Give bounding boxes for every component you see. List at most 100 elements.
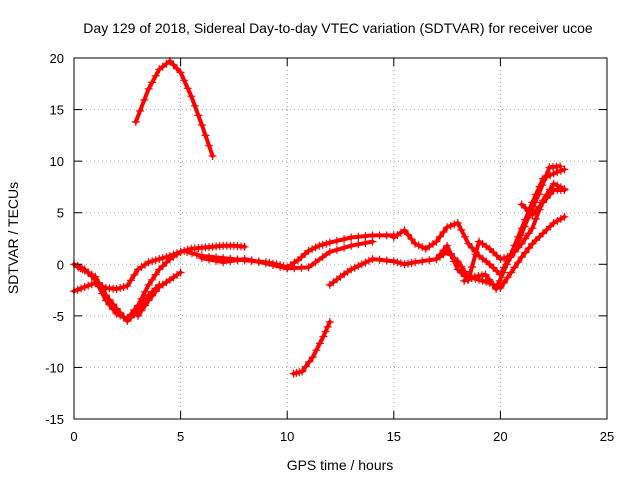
data-point-interp — [158, 262, 167, 270]
data-point-interp — [460, 232, 469, 241]
data-point — [513, 239, 522, 248]
data-point — [347, 265, 356, 274]
data-point-interp — [541, 172, 550, 181]
data-point-interp — [148, 291, 157, 300]
data-point-interp — [98, 285, 107, 293]
x-tick-label: 25 — [600, 429, 614, 444]
data-point-interp — [542, 194, 551, 203]
data-point-interp — [130, 270, 139, 279]
data-point-interp — [520, 222, 529, 231]
data-point — [187, 92, 196, 101]
data-point-interp — [510, 263, 519, 272]
data-point-interp — [471, 250, 480, 259]
x-axis-label: GPS time / hours — [287, 457, 394, 473]
data-point-interp — [418, 257, 427, 266]
data-point — [155, 265, 164, 274]
data-point-interp — [503, 273, 512, 282]
data-point-interp — [531, 198, 540, 207]
data-point-interp — [404, 230, 412, 239]
data-point-interp — [137, 306, 146, 315]
data-point-interp — [323, 322, 332, 331]
y-tick-label: 5 — [57, 206, 64, 221]
data-point-interp — [340, 235, 349, 244]
data-point — [308, 353, 317, 362]
data-point-interp — [468, 263, 476, 271]
data-point-interp — [524, 207, 533, 216]
data-point-interp — [190, 101, 199, 110]
data-point-interp — [305, 357, 314, 366]
data-point-interp — [212, 256, 221, 265]
data-point-interp — [396, 259, 405, 268]
data-point — [492, 285, 501, 293]
data-point-interp — [521, 234, 530, 243]
data-point — [304, 263, 313, 272]
data-point-interp — [439, 246, 448, 255]
data-point-interp — [116, 308, 125, 317]
data-point-interp — [322, 239, 331, 248]
data-point — [176, 268, 185, 277]
data-point-interp — [382, 256, 391, 265]
data-point-interp — [116, 284, 125, 292]
data-point-interp — [492, 267, 501, 276]
data-point — [240, 242, 249, 251]
data-point-interp — [488, 280, 497, 289]
series-arc-13 — [517, 186, 569, 219]
series-line — [291, 320, 332, 376]
data-point-interp — [361, 239, 370, 247]
data-point-interp — [151, 71, 160, 80]
data-point-interp — [350, 263, 359, 272]
data-point — [298, 367, 307, 376]
x-tick-label: 15 — [387, 429, 401, 444]
data-point — [240, 255, 249, 264]
data-point-interp — [531, 236, 540, 245]
data-point — [91, 272, 100, 281]
data-point — [534, 190, 543, 199]
data-point-interp — [94, 278, 103, 287]
data-point-interp — [489, 248, 498, 257]
data-point-interp — [524, 244, 533, 253]
data-point — [144, 258, 153, 267]
data-point-interp — [485, 275, 493, 284]
data-point — [176, 68, 185, 77]
data-point — [432, 237, 441, 246]
data-point-interp — [436, 250, 444, 259]
data-point-interp — [126, 276, 135, 285]
data-point — [112, 304, 121, 313]
data-point — [539, 229, 547, 238]
data-point-interp — [290, 264, 299, 273]
data-point-interp — [194, 111, 203, 120]
data-point-interp — [446, 221, 455, 230]
data-point — [453, 219, 462, 227]
data-point — [411, 239, 420, 248]
data-point-interp — [500, 278, 508, 287]
data-point-interp — [446, 249, 455, 258]
axis-ticks: 0 5 10 15 20 25 -15 -10 -5 0 5 10 15 20 — [45, 51, 614, 444]
data-point — [144, 296, 153, 305]
data-point — [325, 318, 334, 326]
y-tick-label: 15 — [50, 103, 64, 118]
data-point-interp — [418, 243, 427, 252]
data-point-interp — [105, 295, 114, 304]
data-point — [443, 223, 452, 232]
data-point-interp — [311, 258, 320, 267]
data-point-interp — [375, 255, 384, 264]
data-point-interp — [151, 270, 160, 279]
data-point — [524, 213, 533, 222]
data-point — [411, 258, 420, 267]
data-point-interp — [414, 241, 423, 250]
data-point — [283, 264, 292, 273]
data-point-interp — [407, 258, 416, 267]
data-point-interp — [180, 76, 189, 85]
data-point — [261, 259, 270, 268]
data-point — [464, 239, 473, 248]
data-point-interp — [312, 346, 321, 355]
data-point — [368, 237, 377, 246]
data-point-interp — [450, 220, 459, 229]
y-tick-label: 20 — [50, 51, 64, 66]
series-arc-8 — [289, 318, 334, 378]
data-point-interp — [119, 312, 128, 321]
data-point — [357, 260, 366, 269]
data-point — [549, 219, 558, 227]
data-point — [528, 224, 537, 233]
data-point-interp — [514, 258, 523, 267]
